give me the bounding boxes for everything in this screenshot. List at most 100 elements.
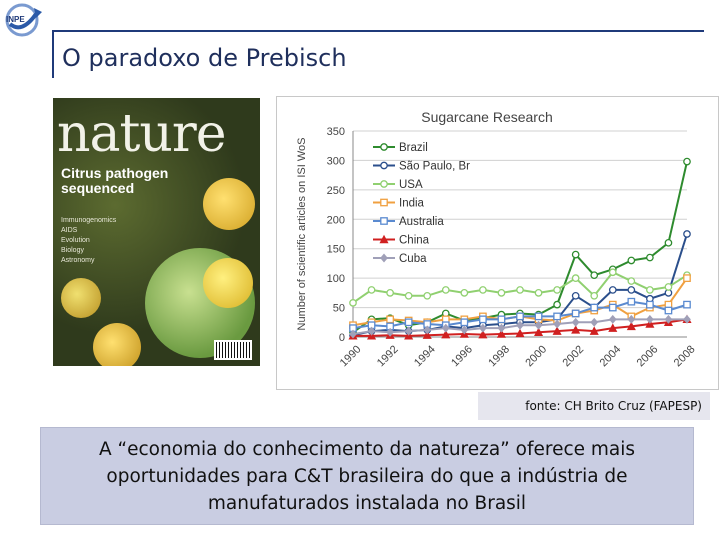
data-point: [590, 271, 599, 280]
cover-toc-item: AIDS: [61, 227, 78, 234]
data-point: [534, 320, 543, 330]
chart-svg: Sugarcane Research 0 50 100 150 200 250 300 350…: [296, 109, 698, 369]
data-point: [479, 315, 487, 324]
x-tick-label: 1998: [486, 343, 512, 369]
data-point: [571, 309, 580, 318]
data-point: [516, 286, 524, 294]
data-point: [553, 286, 561, 294]
y-tick-label: 50: [333, 303, 345, 315]
x-tick-label: 2002: [560, 343, 586, 369]
data-point: [441, 323, 450, 333]
y-axis-label: Number of scientific articles on ISI WoS: [296, 138, 308, 331]
data-point: [553, 319, 561, 329]
data-point: [683, 274, 691, 282]
data-point: [683, 314, 691, 324]
data-point: [479, 286, 487, 294]
data-point: [571, 325, 581, 334]
data-point: [571, 291, 580, 300]
cover-masthead: nature: [57, 104, 227, 164]
x-tick-label: 1990: [338, 343, 364, 369]
cover-headline: Citrus pathogen sequenced: [61, 165, 169, 196]
data-point: [423, 325, 432, 335]
data-point: [380, 217, 388, 225]
legend-label: Cuba: [399, 253, 427, 265]
legend-label: Australia: [399, 216, 444, 228]
nature-cover-image: nature Citrus pathogen sequenced Immunog…: [53, 98, 260, 366]
data-point: [571, 317, 580, 327]
x-tick-label: 1996: [449, 343, 475, 369]
x-tick-label: 2004: [598, 343, 624, 369]
title-divider-horizontal: [52, 30, 704, 32]
y-tick-label: 200: [327, 214, 345, 226]
inpe-logo: INPE: [0, 0, 46, 40]
data-point: [646, 286, 654, 294]
data-point: [349, 299, 357, 307]
data-point: [386, 315, 394, 324]
cover-toc-item: Immunogenomics: [61, 217, 117, 224]
data-point: [534, 312, 543, 321]
chart-series: [348, 157, 692, 340]
y-tick-label: 0: [339, 332, 345, 344]
series-china: [348, 314, 692, 340]
cover-fruit-orange-2: [93, 323, 141, 366]
data-point: [497, 323, 506, 333]
chart-grid: [353, 130, 687, 338]
data-point: [404, 326, 413, 336]
data-point: [683, 300, 691, 309]
data-point: [516, 312, 524, 321]
legend-label: China: [399, 235, 430, 247]
y-tick-label: 150: [327, 244, 345, 256]
data-point: [460, 325, 469, 335]
data-point: [404, 291, 413, 300]
data-point: [516, 320, 524, 330]
data-point: [379, 234, 389, 244]
slide-title: O paradoxo de Prebisch: [62, 44, 347, 72]
data-point: [349, 329, 357, 339]
cover-fruit-orange-4: [61, 278, 101, 318]
data-point: [683, 157, 691, 166]
data-point: [664, 238, 673, 247]
source-text: fonte: CH Brito Cruz (FAPESP): [525, 399, 702, 413]
data-point: [380, 143, 388, 151]
y-tick-label: 100: [327, 273, 345, 285]
data-point: [497, 289, 506, 297]
data-point: [608, 314, 617, 324]
data-point: [380, 180, 388, 188]
data-point: [422, 330, 432, 339]
data-point: [441, 329, 451, 339]
data-point: [479, 323, 487, 333]
legend-label: India: [399, 198, 425, 210]
data-point: [460, 289, 469, 297]
caption-box: A “economia do conhecimento da natureza”…: [40, 427, 694, 525]
chart-title: Sugarcane Research: [421, 109, 553, 125]
data-point: [608, 323, 618, 332]
x-tick-label: 2000: [523, 343, 549, 369]
data-point: [571, 274, 580, 282]
data-point: [589, 326, 599, 335]
data-point: [380, 161, 388, 170]
data-point: [553, 312, 561, 321]
data-point: [571, 250, 580, 259]
data-point: [552, 326, 562, 335]
data-point: [460, 318, 469, 327]
data-point: [646, 253, 654, 262]
cover-barcode: [214, 340, 252, 360]
series-cuba: [349, 314, 691, 339]
cover-fruit-orange-3: [203, 258, 253, 308]
cover-toc-item: Biology: [61, 247, 84, 254]
title-bar: O paradoxo de Prebisch: [52, 30, 704, 80]
data-point: [534, 289, 543, 297]
data-point: [496, 329, 506, 338]
source-box: fonte: CH Brito Cruz (FAPESP): [478, 392, 710, 420]
x-tick-label: 1994: [412, 343, 438, 369]
data-point: [608, 303, 617, 312]
x-tick-label: 2008: [672, 343, 698, 369]
data-point: [627, 256, 636, 265]
data-point: [608, 286, 617, 294]
data-point: [441, 286, 450, 294]
legend-label: USA: [399, 179, 423, 191]
chart-legend: Brazil São Paulo, Br USA India Australia Chin…: [373, 142, 470, 265]
data-point: [608, 268, 617, 277]
data-point: [515, 328, 525, 338]
data-point: [646, 300, 654, 309]
